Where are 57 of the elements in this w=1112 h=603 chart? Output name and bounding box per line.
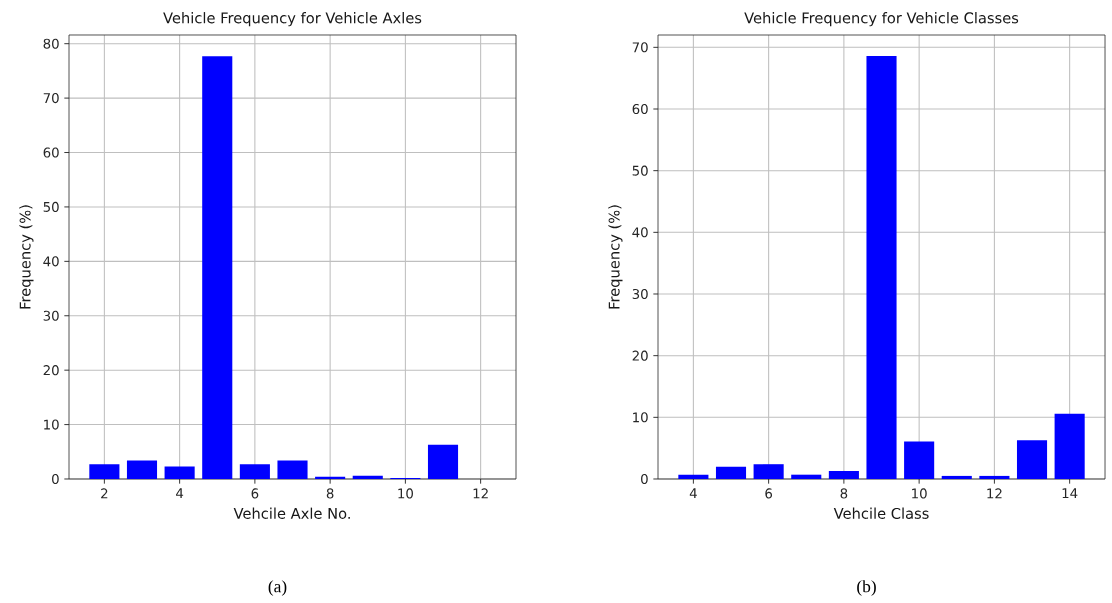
x-axis-title: Vehcile Class <box>833 507 929 519</box>
chart-title: Vehicle Frequency for Vehicle Axles <box>163 12 422 27</box>
y-tick-label: 10 <box>44 419 59 430</box>
y-tick-label: 50 <box>632 165 648 176</box>
bar <box>89 464 120 479</box>
bar <box>277 460 308 479</box>
bar <box>352 475 383 479</box>
bar <box>904 441 935 479</box>
text: (b) <box>857 580 876 596</box>
x-tick-label: 6 <box>765 488 773 499</box>
y-tick-label: 0 <box>52 473 59 485</box>
x-axis-title: Vehcile Axle No. <box>233 507 350 519</box>
y-tick-label: 30 <box>632 288 648 300</box>
x-tick-label: 14 <box>1062 488 1078 499</box>
x-tick-label: 8 <box>326 488 334 499</box>
bar <box>753 464 784 479</box>
bar <box>164 466 195 479</box>
x-tick-label: 8 <box>840 488 848 499</box>
y-tick-label: 20 <box>632 350 648 361</box>
bar <box>1054 413 1085 479</box>
x-tick-label: 4 <box>689 488 697 499</box>
y-tick-label: 30 <box>43 310 59 321</box>
x-tick-label: 12 <box>473 488 488 499</box>
bar <box>239 464 270 479</box>
x-tick-label: 12 <box>987 488 1002 499</box>
y-axis-title: Frequency (%) <box>19 205 34 309</box>
bar <box>427 444 459 479</box>
bar <box>126 460 158 479</box>
y-tick-label: 40 <box>43 256 59 267</box>
bar <box>1016 440 1048 479</box>
y-tick-label: 50 <box>43 201 59 212</box>
y-axis-title: Frequency (%) <box>608 205 623 309</box>
y-tick-label: 60 <box>43 147 59 158</box>
bar <box>828 470 859 479</box>
bar <box>715 466 747 479</box>
x-tick-label: 2 <box>101 488 108 499</box>
y-tick-label: 70 <box>43 93 59 104</box>
bar <box>315 476 346 479</box>
bar <box>941 475 972 479</box>
y-tick-label: 70 <box>632 42 648 53</box>
text: (a) <box>268 580 287 596</box>
bar <box>979 475 1010 479</box>
y-tick-label: 60 <box>632 103 648 115</box>
chart-title: Vehicle Frequency for Vehicle Classes <box>744 12 1019 27</box>
x-tick-label: 4 <box>176 488 184 499</box>
y-tick-label: 40 <box>632 227 648 238</box>
x-tick-label: 6 <box>251 488 259 499</box>
x-tick-label: 10 <box>912 488 927 499</box>
bar <box>866 55 897 479</box>
y-tick-label: 0 <box>641 473 648 485</box>
bar <box>678 474 709 479</box>
x-tick-label: 10 <box>398 488 413 499</box>
bar <box>202 56 233 479</box>
y-tick-label: 10 <box>633 412 648 423</box>
bar <box>791 474 822 479</box>
y-tick-label: 20 <box>43 365 59 376</box>
y-tick-label: 80 <box>43 38 59 49</box>
